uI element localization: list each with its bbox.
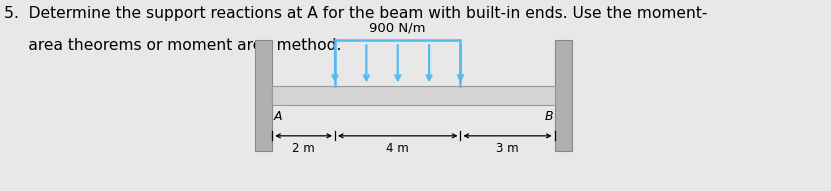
- Text: 900 N/m: 900 N/m: [370, 22, 426, 35]
- Bar: [273, 86, 554, 105]
- Text: B: B: [544, 110, 553, 123]
- Bar: [255, 40, 273, 151]
- Bar: [554, 40, 572, 151]
- Text: 2 m: 2 m: [293, 142, 315, 155]
- Text: 4 m: 4 m: [386, 142, 409, 155]
- Text: 5.  Determine the support reactions at A for the beam with built-in ends. Use th: 5. Determine the support reactions at A …: [4, 6, 708, 21]
- Text: area theorems or moment area method.: area theorems or moment area method.: [4, 38, 342, 53]
- Text: 3 m: 3 m: [496, 142, 519, 155]
- Text: A: A: [274, 110, 283, 123]
